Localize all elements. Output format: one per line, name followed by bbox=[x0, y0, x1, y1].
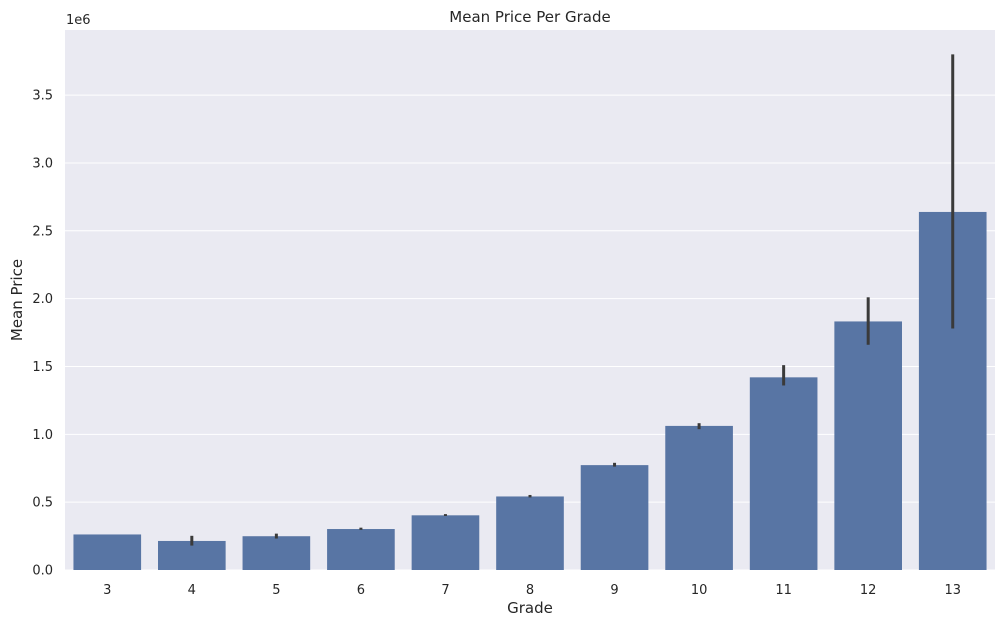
bars-group bbox=[73, 211, 987, 571]
y-tick-label: 0.5 bbox=[32, 496, 53, 511]
x-tick-labels: 3 4 5 6 7 8 9 10 11 12 13 bbox=[103, 583, 961, 598]
bar bbox=[158, 540, 226, 570]
bar bbox=[834, 321, 902, 570]
bar bbox=[749, 377, 818, 570]
bar bbox=[73, 534, 142, 570]
x-tick-label: 4 bbox=[188, 583, 196, 598]
bar bbox=[242, 536, 311, 570]
x-tick-label: 7 bbox=[441, 583, 449, 598]
x-tick-label: 8 bbox=[526, 583, 534, 598]
y-tick-label: 0.0 bbox=[32, 564, 53, 579]
y-tick-labels: 0.0 0.5 1.0 1.5 2.0 2.5 3.0 3.5 bbox=[32, 89, 53, 579]
bar bbox=[327, 529, 395, 570]
x-tick-label: 6 bbox=[357, 583, 365, 598]
x-tick-label: 9 bbox=[610, 583, 618, 598]
x-tick-label: 12 bbox=[860, 583, 877, 598]
y-axis-label: Mean Price bbox=[8, 259, 26, 341]
x-tick-label: 10 bbox=[691, 583, 708, 598]
y-tick-label: 2.0 bbox=[32, 292, 53, 307]
chart-title: Mean Price Per Grade bbox=[449, 8, 610, 26]
error-bars-group bbox=[190, 54, 955, 546]
y-tick-label: 1.0 bbox=[32, 428, 53, 443]
x-tick-label: 11 bbox=[775, 583, 792, 598]
y-tick-label: 3.5 bbox=[32, 89, 53, 104]
x-tick-label: 5 bbox=[272, 583, 280, 598]
y-tick-label: 3.0 bbox=[32, 156, 53, 171]
y-tick-label: 1.5 bbox=[32, 360, 53, 375]
bar bbox=[496, 496, 564, 570]
y-offset-label: 1e6 bbox=[66, 13, 91, 28]
x-axis-label: Grade bbox=[507, 599, 553, 617]
x-tick-label: 3 bbox=[103, 583, 111, 598]
bar bbox=[665, 425, 733, 570]
x-tick-label: 13 bbox=[944, 583, 961, 598]
bar bbox=[580, 465, 649, 570]
bar bbox=[411, 515, 480, 570]
y-tick-label: 2.5 bbox=[32, 224, 53, 239]
